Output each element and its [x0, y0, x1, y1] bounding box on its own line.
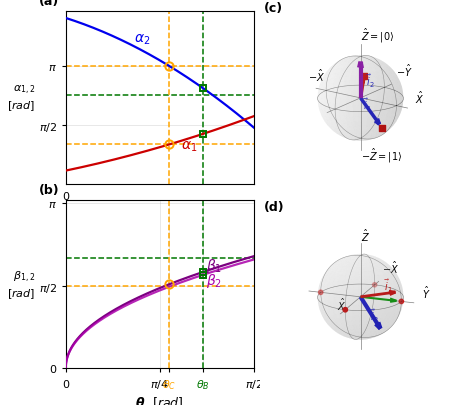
Text: (d): (d): [265, 200, 285, 213]
Text: $\beta_1$: $\beta_1$: [206, 256, 222, 274]
Text: $\alpha_1$: $\alpha_1$: [181, 139, 198, 153]
Y-axis label: $\beta_{1,2}$
$[rad]$: $\beta_{1,2}$ $[rad]$: [7, 269, 36, 300]
Text: (a): (a): [39, 0, 59, 8]
Y-axis label: $\alpha_{1,2}$
$[rad]$: $\alpha_{1,2}$ $[rad]$: [7, 84, 36, 113]
Text: $\beta_2$: $\beta_2$: [206, 271, 222, 289]
Text: 0: 0: [62, 191, 69, 201]
X-axis label: $\boldsymbol{\theta}$  $[rad]$: $\boldsymbol{\theta}$ $[rad]$: [135, 394, 184, 405]
Text: (b): (b): [39, 184, 59, 197]
Text: (c): (c): [265, 2, 284, 15]
Text: $\alpha_2$: $\alpha_2$: [134, 33, 150, 47]
